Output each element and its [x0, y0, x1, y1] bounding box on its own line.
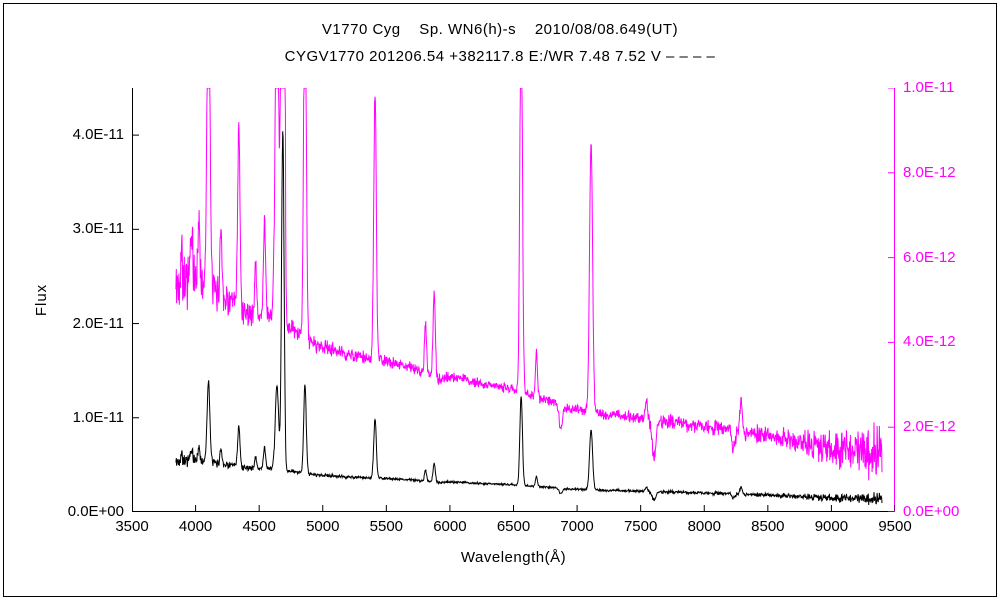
x-tick-label: 5000: [306, 518, 340, 535]
x-tick-label: 6500: [496, 518, 531, 535]
x-tick-label: 3500: [115, 518, 149, 535]
series-spectrum-right-axis-magenta: [175, 88, 883, 481]
left-axis-tick-label: 1.0E-11: [72, 408, 124, 426]
x-tick-label: 7000: [560, 518, 594, 535]
x-tick-label: 4500: [242, 518, 276, 535]
right-axis-tick-label: 4.0E-12: [903, 333, 956, 351]
plot-area: [132, 88, 895, 512]
spectrum-plot: [132, 88, 895, 512]
left-axis-tick-label: 2.0E-11: [72, 314, 124, 332]
right-axis-tick-label: 8.0E-12: [903, 163, 956, 181]
x-tick-label: 4000: [178, 518, 213, 535]
x-axis-label-wavelength: Wavelength(Å): [460, 549, 567, 566]
x-tick-label: 8500: [751, 518, 785, 535]
left-axis-tick-label: 0.0E+00: [67, 503, 124, 520]
x-tick-label: 7500: [623, 518, 658, 535]
right-axis-tick-label: 2.0E-12: [903, 418, 956, 436]
x-tick-label: 9500: [878, 518, 912, 535]
right-axis-tick-label: 0.0E+00: [903, 503, 960, 520]
right-axis-tick-label: 1.0E-11: [903, 79, 955, 96]
right-axis-tick-label: 6.0E-12: [903, 248, 956, 266]
chart-title: V1770 Cyg Sp. WN6(h)-s 2010/08/08.649(UT…: [321, 21, 679, 38]
x-tick-label: 6000: [433, 518, 467, 535]
x-tick-label: 8000: [687, 518, 721, 535]
left-axis-tick-label: 3.0E-11: [72, 220, 124, 238]
left-axis-tick-label: 4.0E-11: [72, 126, 124, 144]
series-spectrum-left-axis-black: [175, 131, 883, 506]
x-tick-label: 9000: [814, 518, 849, 535]
x-tick-label: 5500: [369, 518, 404, 535]
chart-subtitle: CYGV1770 201206.54 +382117.8 E:/WR 7.48 …: [284, 48, 716, 65]
